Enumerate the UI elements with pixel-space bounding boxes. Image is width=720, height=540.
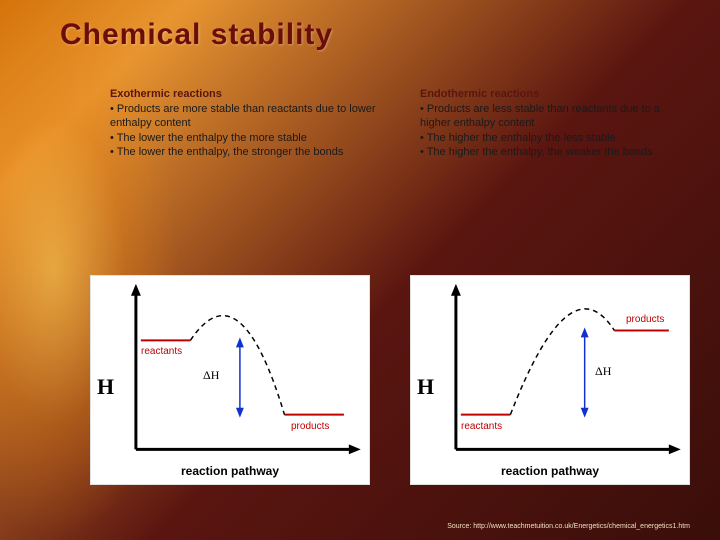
arrow-down-icon: [236, 408, 244, 418]
graph-endothermic: H reaction pathway reactants products ΔH: [410, 275, 690, 485]
source-text: Source: http://www.teachmetuition.co.uk/…: [447, 523, 690, 530]
bullet-text: • Products are more stable than reactant…: [110, 102, 380, 131]
y-axis-arrow-icon: [451, 284, 461, 296]
bullet-text: • The higher the enthalpy, the weaker th…: [420, 145, 690, 159]
x-axis-arrow-icon: [349, 444, 361, 454]
x-axis-label: reaction pathway: [91, 464, 369, 478]
column-endothermic: Endothermic reactions • Products are les…: [420, 88, 690, 159]
column-bullets: • Products are more stable than reactant…: [110, 102, 380, 159]
slide-title-text: Chemical stability: [60, 18, 333, 51]
y-axis-label: H: [97, 374, 114, 400]
arrow-up-icon: [236, 337, 244, 347]
arrow-down-icon: [581, 408, 589, 418]
reactants-label: reactants: [141, 346, 182, 357]
column-heading: Endothermic reactions: [420, 88, 690, 100]
content-columns: Exothermic reactions • Products are more…: [110, 88, 690, 159]
delta-h-label: ΔH: [595, 364, 611, 379]
slide-title: Chemical stability: [60, 18, 333, 52]
products-label: products: [291, 421, 329, 432]
reaction-curve: [190, 316, 284, 415]
y-axis-label: H: [417, 374, 434, 400]
bullet-text: • The lower the enthalpy, the stronger t…: [110, 145, 380, 159]
column-bullets: • Products are less stable than reactant…: [420, 102, 690, 159]
graph-svg: [91, 276, 369, 484]
column-exothermic: Exothermic reactions • Products are more…: [110, 88, 380, 159]
arrow-up-icon: [581, 328, 589, 338]
reactants-label: reactants: [461, 421, 502, 432]
source-footer: Source: http://www.teachmetuition.co.uk/…: [447, 523, 690, 530]
graphs-row: H reaction pathway reactants products ΔH…: [90, 275, 690, 485]
bullet-text: • The higher the enthalpy the less stabl…: [420, 131, 690, 145]
y-axis-arrow-icon: [131, 284, 141, 296]
graph-exothermic: H reaction pathway reactants products ΔH: [90, 275, 370, 485]
x-axis-label: reaction pathway: [411, 464, 689, 478]
graph-svg: [411, 276, 689, 484]
bullet-text: • Products are less stable than reactant…: [420, 102, 690, 131]
reaction-curve: [510, 309, 614, 415]
products-label: products: [626, 314, 664, 325]
column-heading: Exothermic reactions: [110, 88, 380, 100]
x-axis-arrow-icon: [669, 444, 681, 454]
bullet-text: • The lower the enthalpy the more stable: [110, 131, 380, 145]
delta-h-label: ΔH: [203, 368, 219, 383]
